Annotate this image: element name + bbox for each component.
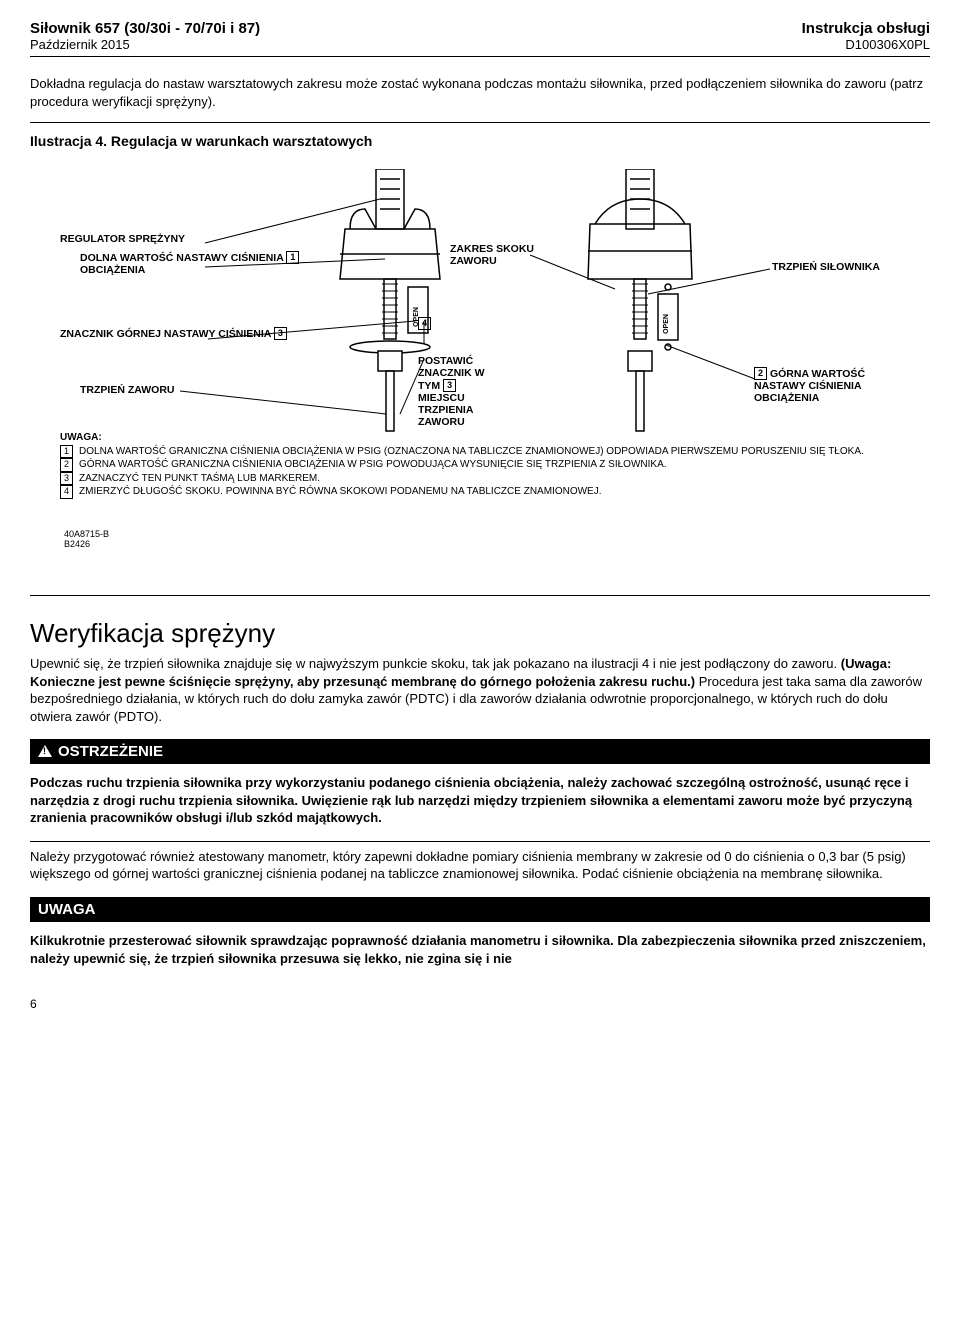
header-right-title: Instrukcja obsługi: [802, 20, 930, 37]
after-warning-paragraph: Należy przygotować również atestowany ma…: [30, 848, 930, 883]
warning-bar: OSTRZEŻENIE: [30, 739, 930, 764]
figure-title: Ilustracja 4. Regulacja w warunkach wars…: [30, 133, 930, 149]
note-key-3: 3: [60, 472, 73, 486]
header-left-title: Siłownik 657 (30/30i - 70/70i i 87): [30, 20, 260, 37]
warning-rule: [30, 841, 930, 842]
figure-rule-top: [30, 122, 930, 123]
label-trzpien-silownika: TRZPIEŃ SIŁOWNIKA: [772, 261, 880, 273]
spring-paragraph: Upewnić się, że trzpień siłownika znajdu…: [30, 655, 930, 725]
header-left-date: Październik 2015: [30, 37, 260, 52]
label-dolna-cisnienia: DOLNA WARTOŚĆ NASTAWY CIŚNIENIA 1 OBCIĄŻ…: [80, 251, 299, 276]
page-header: Siłownik 657 (30/30i - 70/70i i 87) Paźd…: [30, 20, 930, 52]
header-right-code: D100306X0PL: [802, 37, 930, 52]
spring-heading: Weryfikacja sprężyny: [30, 618, 930, 649]
note-key-2: 2: [60, 458, 73, 472]
label-znacznik-gornej: ZNACZNIK GÓRNEJ NASTAWY CIŚNIENIA 3: [60, 327, 287, 340]
warning-triangle-icon: [38, 745, 52, 757]
key-4-icon: 4: [418, 317, 431, 330]
actuator-right-svg: OPEN: [540, 169, 740, 469]
note-body: Kilkukrotnie przesterować siłownik spraw…: [30, 932, 930, 967]
figure-notes: UWAGA: 1DOLNA WARTOŚĆ GRANICZNA CIŚNIENI…: [60, 431, 880, 499]
page-number: 6: [30, 997, 930, 1011]
key-3b-icon: 3: [443, 379, 456, 392]
intro-paragraph: Dokładna regulacja do nastaw warsztatowy…: [30, 75, 930, 110]
label-postawic: POSTAWIĆ ZNACZNIK W TYM 3 MIEJSCU TRZPIE…: [418, 355, 508, 428]
key-1-icon: 1: [286, 251, 299, 264]
note-label: UWAGA: [38, 901, 96, 918]
figure-code: 40A8715-B B2426: [64, 529, 109, 550]
label-zakres-skoku: ZAKRES SKOKU ZAWORU: [450, 243, 540, 267]
header-rule: [30, 56, 930, 57]
warning-body: Podczas ruchu trzpienia siłownika przy w…: [30, 774, 930, 827]
note-key-4: 4: [60, 485, 73, 499]
label-trzpien-zaworu: TRZPIEŃ ZAWORU: [80, 384, 175, 396]
label-gorna-nastawy: 2 GÓRNA WARTOŚĆ NASTAWY CIŚNIENIA OBCIĄŻ…: [754, 367, 914, 404]
key-4-marker: 4: [418, 317, 431, 330]
note-key-1: 1: [60, 445, 73, 459]
notes-uwaga: UWAGA:: [60, 431, 880, 445]
label-regulator: REGULATOR SPRĘŻYNY: [60, 233, 185, 245]
note-bar: UWAGA: [30, 897, 930, 922]
key-3-icon: 3: [274, 327, 287, 340]
svg-text:OPEN: OPEN: [663, 314, 670, 334]
key-2-icon: 2: [754, 367, 767, 380]
figure-4: OPEN OPEN: [30, 159, 900, 589]
warning-label: OSTRZEŻENIE: [58, 743, 163, 760]
figure-rule-bottom: [30, 595, 930, 596]
